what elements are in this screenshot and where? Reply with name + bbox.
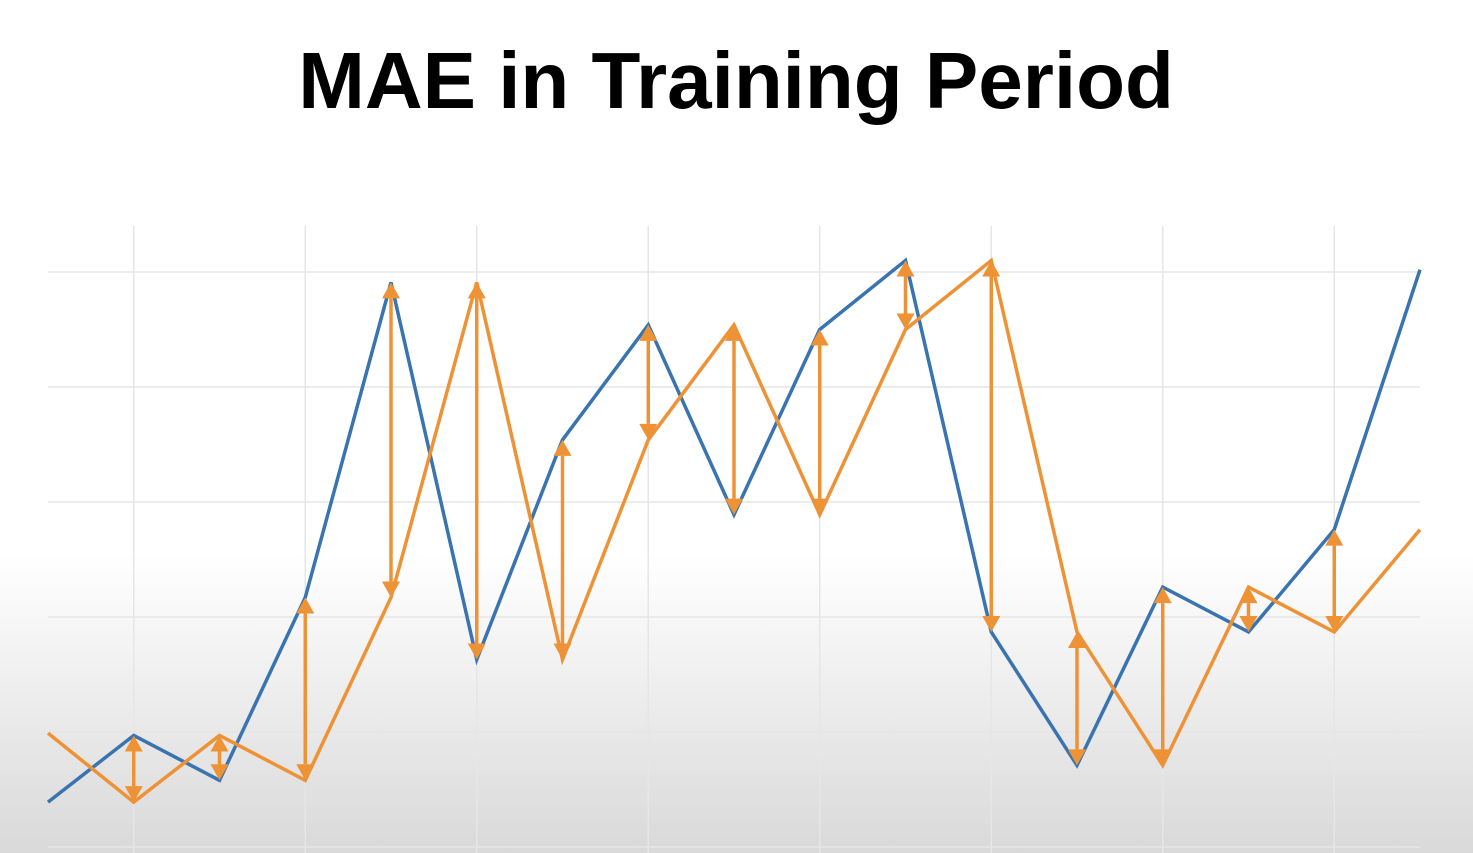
error-arrows <box>124 260 1344 803</box>
arrow-head <box>1239 615 1258 632</box>
error-arrow <box>124 735 143 803</box>
arrow-head <box>1153 749 1172 766</box>
error-arrow <box>1068 631 1086 766</box>
error-arrow <box>896 260 915 330</box>
arrow-head <box>382 282 400 299</box>
error-arrow <box>296 597 315 781</box>
error-arrow <box>1153 587 1172 766</box>
arrow-head <box>896 260 915 277</box>
arrow-head <box>1239 587 1258 604</box>
arrow-head <box>1068 631 1086 648</box>
arrow-head <box>810 329 829 346</box>
arrow-head <box>553 643 572 660</box>
error-arrow <box>982 260 1001 632</box>
arrow-head <box>982 260 1001 277</box>
arrow-head <box>553 439 572 456</box>
error-arrow <box>810 329 829 515</box>
arrow-head <box>639 423 658 440</box>
error-arrow <box>210 735 229 781</box>
arrow-head <box>896 313 915 330</box>
arrow-head <box>296 597 315 614</box>
error-arrow <box>1239 587 1258 632</box>
error-arrow <box>639 324 658 440</box>
arrow-head <box>725 498 743 515</box>
arrow-head <box>210 764 229 781</box>
arrow-head <box>124 786 143 803</box>
arrow-head <box>982 615 1001 632</box>
arrow-head <box>467 282 486 299</box>
arrow-head <box>1068 749 1086 766</box>
arrow-head <box>210 735 229 752</box>
arrow-head <box>639 324 658 341</box>
error-arrow <box>467 282 486 660</box>
arrow-head <box>1153 587 1172 604</box>
arrow-head <box>1325 529 1344 546</box>
error-arrow <box>725 324 743 515</box>
arrow-head <box>467 643 486 660</box>
arrow-head <box>1325 615 1344 632</box>
arrow-head <box>124 735 143 752</box>
error-arrow <box>382 282 400 598</box>
arrow-head <box>810 498 829 515</box>
error-arrow <box>1325 529 1344 632</box>
error-arrow <box>553 439 572 660</box>
arrow-head <box>382 581 400 598</box>
chart-title: MAE in Training Period <box>298 36 1174 125</box>
arrow-head <box>725 324 743 341</box>
arrow-head <box>296 764 315 781</box>
